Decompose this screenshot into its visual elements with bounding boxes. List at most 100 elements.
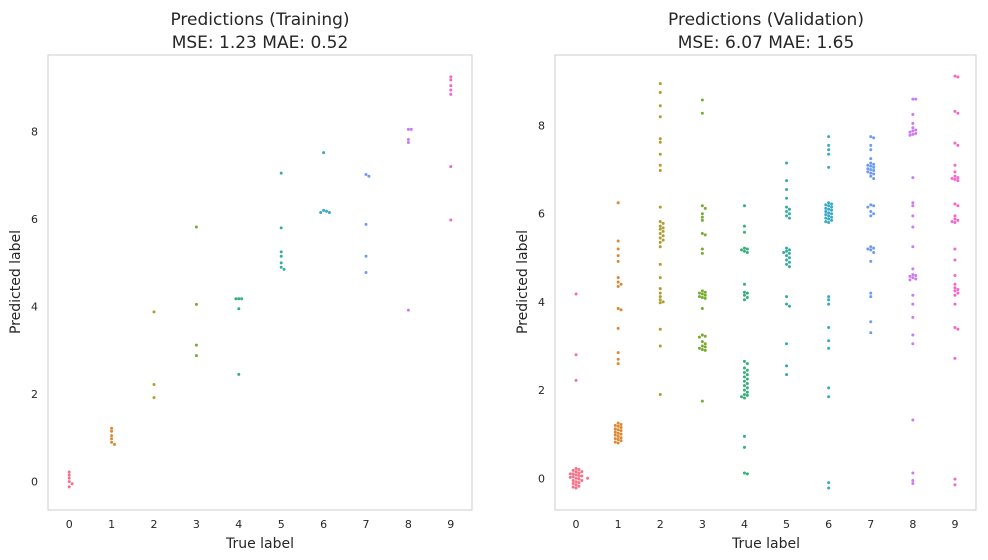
validation-point-label-1 xyxy=(616,259,620,263)
validation-point-label-1 xyxy=(613,440,617,444)
validation-point-label-6 xyxy=(827,486,831,490)
training-point-label-9 xyxy=(449,84,453,88)
validation-point-label-7 xyxy=(869,168,873,172)
validation-point-label-4 xyxy=(742,230,746,234)
validation-point-label-5 xyxy=(785,258,789,262)
validation-point-label-2 xyxy=(658,276,662,280)
validation-point-label-6 xyxy=(830,205,834,209)
validation-point-label-2 xyxy=(661,226,665,230)
validation-point-label-5 xyxy=(785,205,789,209)
training-point-label-3 xyxy=(194,354,198,358)
training-point-label-2 xyxy=(152,310,156,314)
validation-point-label-5 xyxy=(787,265,791,269)
validation-title: Predictions (Validation) xyxy=(668,10,864,30)
validation-point-label-9 xyxy=(956,288,960,292)
validation-point-label-2 xyxy=(661,300,665,304)
validation-point-label-6 xyxy=(827,217,831,221)
validation-point-label-7 xyxy=(872,176,876,180)
validation-point-label-2 xyxy=(658,104,662,108)
training-point-label-3 xyxy=(194,225,198,229)
validation-point-label-4 xyxy=(742,298,746,302)
training-point-label-6 xyxy=(327,211,331,214)
validation-point-label-6 xyxy=(827,481,831,485)
validation-point-label-5 xyxy=(785,187,789,191)
validation-point-label-9 xyxy=(953,217,957,221)
validation-point-label-3 xyxy=(700,289,704,293)
validation-point-label-8 xyxy=(911,482,915,486)
validation-point-label-6 xyxy=(824,216,828,220)
training-point-label-3 xyxy=(194,302,198,306)
validation-point-label-4 xyxy=(742,379,746,383)
training-point-label-5 xyxy=(279,254,283,258)
validation-point-label-6 xyxy=(827,143,831,147)
validation-point-label-4 xyxy=(745,377,749,381)
training-point-label-0 xyxy=(67,480,71,484)
validation-point-label-7 xyxy=(869,214,873,218)
validation-point-label-2 xyxy=(658,301,662,305)
validation-point-label-3 xyxy=(700,344,704,348)
validation-point-label-6 xyxy=(827,346,831,350)
validation-point-label-8 xyxy=(911,273,915,277)
training-y-tick-6: 6 xyxy=(31,213,38,226)
validation-point-label-3 xyxy=(703,293,707,297)
validation-point-label-4 xyxy=(745,373,749,377)
validation-point-label-7 xyxy=(869,259,873,263)
validation-point-label-6 xyxy=(827,211,831,215)
validation-x-tick-7: 7 xyxy=(867,518,874,531)
training-point-label-0 xyxy=(70,482,74,486)
validation-point-label-6 xyxy=(827,298,831,302)
training-point-label-1 xyxy=(110,426,114,430)
training-point-label-4 xyxy=(234,297,238,301)
training-point-label-5 xyxy=(279,261,283,265)
training-point-label-0 xyxy=(67,470,71,474)
validation-point-label-3 xyxy=(697,346,701,350)
validation-point-label-3 xyxy=(703,233,707,237)
validation-point-label-8 xyxy=(911,276,915,280)
validation-point-label-6 xyxy=(824,220,828,224)
validation-x-tick-4: 4 xyxy=(741,518,748,531)
validation-panel: Predictions (Validation) MSE: 6.07 MAE: … xyxy=(515,10,977,552)
validation-point-label-8 xyxy=(911,245,915,249)
validation-point-label-2 xyxy=(658,82,662,86)
training-point-label-9 xyxy=(449,88,453,92)
validation-point-label-8 xyxy=(908,130,912,134)
validation-point-label-0 xyxy=(574,470,578,474)
training-point-label-9 xyxy=(449,92,453,96)
validation-point-label-9 xyxy=(950,176,954,180)
validation-point-label-8 xyxy=(914,277,918,281)
validation-point-label-2 xyxy=(658,291,662,295)
validation-point-label-6 xyxy=(827,395,831,399)
validation-point-label-3 xyxy=(703,345,707,349)
training-point-label-7 xyxy=(364,270,368,274)
validation-point-label-5 xyxy=(787,207,791,211)
validation-point-label-7 xyxy=(872,246,876,250)
validation-point-label-6 xyxy=(827,135,831,139)
training-x-axis-label: True label xyxy=(225,536,294,552)
training-point-label-7 xyxy=(364,172,368,176)
validation-point-label-4 xyxy=(745,291,749,295)
validation-point-label-2 xyxy=(658,344,662,348)
validation-point-label-8 xyxy=(911,225,915,229)
validation-x-axis-label: True label xyxy=(731,536,800,552)
validation-point-label-1 xyxy=(616,441,620,445)
validation-point-label-1 xyxy=(619,432,623,436)
training-point-label-4 xyxy=(237,372,241,376)
validation-point-label-1 xyxy=(613,433,617,437)
validation-point-label-7 xyxy=(872,136,876,140)
validation-point-label-3 xyxy=(697,295,701,299)
training-y-ticks: 0 2 4 6 8 xyxy=(31,126,38,489)
validation-point-label-5 xyxy=(787,251,791,255)
validation-point-label-8 xyxy=(911,267,915,271)
training-subtitle: MSE: 1.23 MAE: 0.52 xyxy=(172,33,349,53)
validation-point-label-9 xyxy=(953,293,957,297)
validation-point-label-9 xyxy=(953,74,957,78)
validation-point-label-3 xyxy=(703,290,707,294)
validation-point-label-1 xyxy=(616,434,620,438)
validation-point-label-7 xyxy=(872,172,876,176)
training-point-label-1 xyxy=(113,442,116,446)
validation-point-label-6 xyxy=(827,325,831,329)
validation-point-label-6 xyxy=(827,339,831,343)
validation-point-label-5 xyxy=(785,342,789,346)
training-point-label-4 xyxy=(237,297,241,301)
